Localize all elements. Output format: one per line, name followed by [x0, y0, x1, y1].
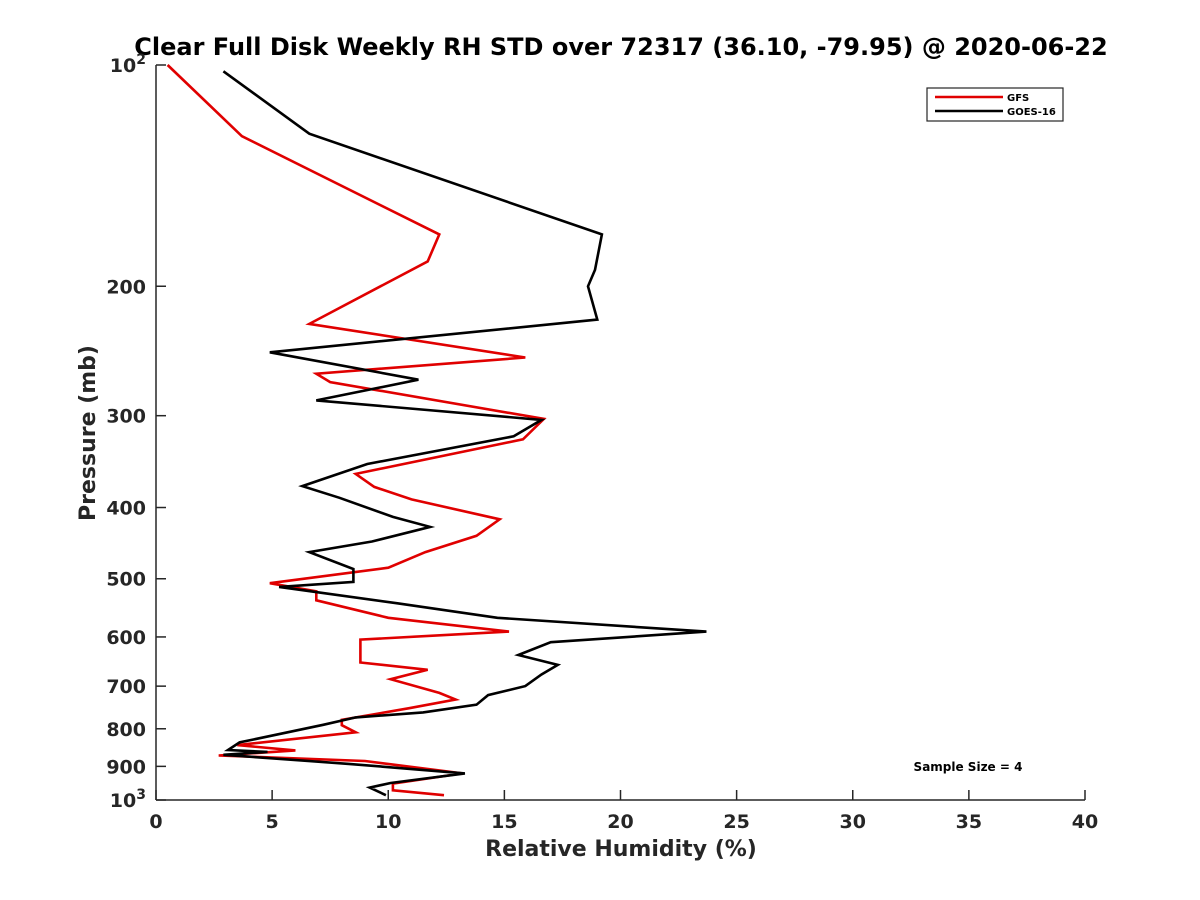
x-tick-label: 10	[375, 811, 401, 833]
x-tick-label: 5	[266, 811, 279, 833]
x-axis-label: Relative Humidity (%)	[485, 837, 757, 862]
y-tick-label: 600	[106, 627, 146, 649]
y-tick-label: 500	[106, 569, 146, 591]
y-tick-label: 300	[106, 406, 146, 428]
y-tick-label: 102	[110, 52, 146, 77]
chart-title: Clear Full Disk Weekly RH STD over 72317…	[134, 33, 1107, 61]
series-line-gfs	[166, 64, 547, 797]
series-line-goes-16	[222, 70, 707, 797]
sample-size-annotation: Sample Size = 4	[914, 760, 1023, 774]
legend-box	[926, 87, 1064, 122]
x-tick-label: 0	[149, 811, 162, 833]
x-tick-label: 30	[840, 811, 866, 833]
y-tick-label: 800	[106, 719, 146, 741]
x-tick-label: 25	[723, 811, 749, 833]
y-tick-label: 200	[106, 276, 146, 298]
x-tick-label: 20	[607, 811, 633, 833]
y-tick-label: 700	[106, 676, 146, 698]
y-tick-label: 900	[106, 756, 146, 778]
x-tick-label: 35	[956, 811, 982, 833]
plot-area: 0 5 10 15 20 25 30 35 40 102 200 300 400 500 600 700 800…	[106, 52, 1098, 833]
y-tick-label: 103	[110, 787, 146, 812]
legend: GFS GOES-16	[926, 87, 1064, 122]
x-tick-label: 40	[1072, 811, 1098, 833]
legend-entry-label: GOES-16	[1007, 107, 1056, 118]
y-axis-label: Pressure (mb)	[76, 345, 101, 521]
x-tick-label: 15	[491, 811, 517, 833]
y-tick-label: 400	[106, 498, 146, 520]
legend-entry-label: GFS	[1007, 93, 1029, 104]
